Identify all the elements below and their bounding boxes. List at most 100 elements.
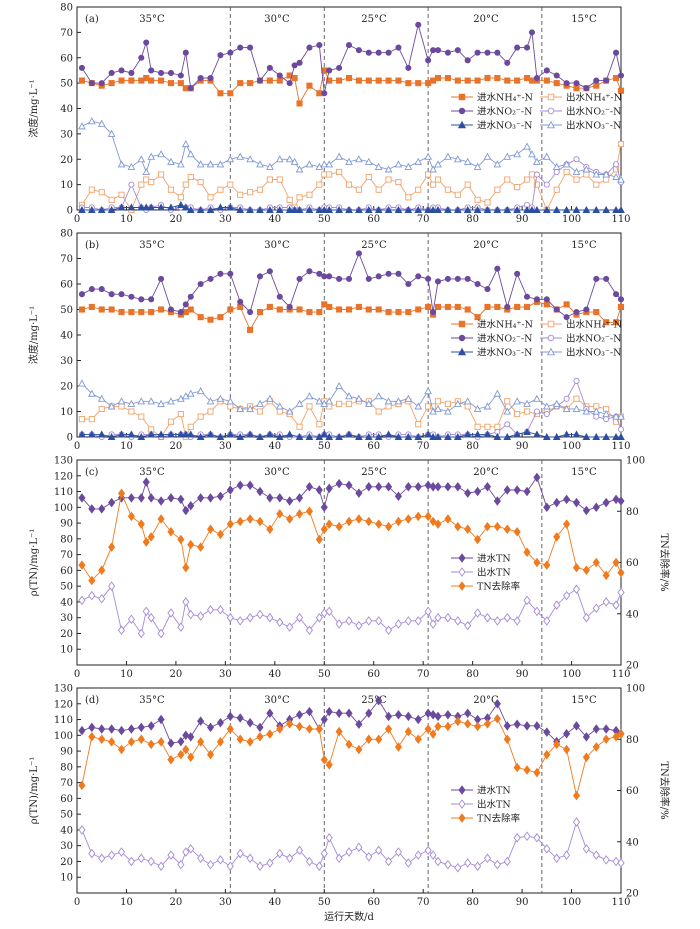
data-point [107,205,116,214]
data-point [78,64,85,71]
data-point [286,622,294,632]
data-point [395,309,402,316]
data-point [108,196,115,203]
data-point [227,181,234,188]
data-point [613,74,620,82]
data-point [295,710,304,720]
data-point [128,69,135,77]
data-point [142,167,151,175]
data-point [326,171,333,178]
series-2 [78,714,625,801]
data-point [355,155,363,163]
data-point [247,189,254,196]
data-point [528,29,536,36]
x-tick-label: 110 [611,214,630,225]
data-point [128,293,135,300]
data-point [434,47,442,54]
data-point [464,620,472,631]
data-point [494,423,501,430]
data-point [127,399,136,407]
data-point [592,850,600,860]
data-point [98,286,105,293]
data-point [97,205,106,214]
data-point [187,609,195,620]
data-point [404,394,413,402]
data-point [385,176,392,183]
data-point [364,432,373,441]
data-point [483,853,492,864]
data-point [563,590,571,601]
y-tick-label: 0 [67,206,73,217]
data-point [182,505,190,516]
data-point [316,421,323,428]
data-point [553,497,561,508]
data-point [306,403,313,410]
data-point [483,402,492,410]
data-point [88,303,95,311]
y-right-tick-label: 100 [626,456,645,467]
data-point [247,80,254,87]
data-point [365,851,373,862]
data-point [355,186,362,193]
data-point [147,532,155,542]
data-point [137,493,145,503]
data-point [345,616,353,626]
data-point [484,286,491,293]
y-tick-label: 70 [60,254,73,265]
data-point [444,49,451,56]
data-point [325,833,333,843]
data-point [484,423,491,430]
data-point [320,755,328,765]
data-point [206,722,215,733]
data-point [454,47,461,54]
x-tick-label: 70 [417,897,430,908]
data-point [355,77,362,84]
data-point [295,165,304,173]
data-point [226,397,235,405]
legend-marker [547,93,555,101]
data-point [177,534,185,545]
data-point [108,497,116,508]
data-point [247,308,254,316]
series-5 [78,117,625,183]
data-point [336,400,343,407]
data-point [503,734,511,744]
data-point [216,394,225,402]
data-point [504,77,511,84]
data-point [345,430,353,438]
data-point [483,482,492,492]
data-point [236,848,244,859]
data-point [295,493,304,503]
data-point [147,397,156,405]
data-point [345,400,353,407]
data-point [374,205,383,214]
data-point [266,205,274,214]
data-point [613,49,620,56]
data-point [523,205,531,214]
data-point [523,427,531,435]
temperature-label: 30°C [264,695,290,706]
data-point [295,612,304,623]
data-point [453,205,462,214]
y-tick-label: 20 [60,155,73,166]
data-point [434,856,442,867]
data-point [474,861,482,871]
plot-frame [76,6,622,211]
data-point [256,399,264,407]
y-right-tick-label: 20 [626,889,639,900]
data-point [167,430,175,438]
data-point [513,527,521,537]
data-point [430,308,437,316]
data-point [206,524,215,534]
data-point [562,430,571,438]
data-point [246,853,254,864]
data-point [493,160,502,168]
temperature-label: 25°C [361,467,387,478]
data-point [196,387,205,395]
data-point [429,516,437,527]
data-point [493,616,501,626]
data-point [78,122,86,130]
data-point [425,80,432,87]
data-point [305,506,313,516]
data-point [582,165,591,173]
